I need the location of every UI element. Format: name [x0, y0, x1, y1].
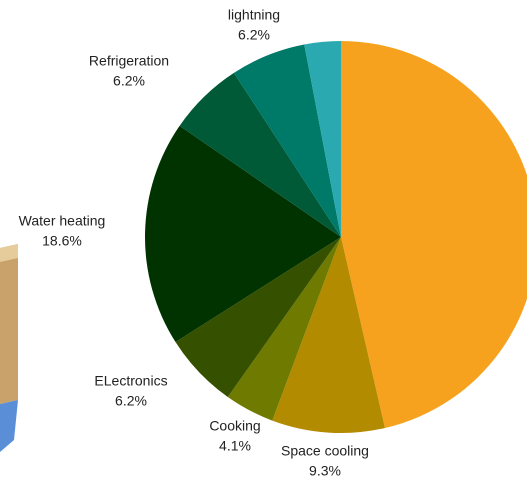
beige-block: [0, 244, 18, 404]
slice-label: Cooking: [209, 418, 260, 434]
side-decoration: [0, 244, 18, 452]
beige-top: [0, 244, 18, 262]
slice-value: 4.1%: [219, 438, 251, 454]
slice-value: 18.6%: [42, 233, 82, 249]
pie-slice: [145, 125, 341, 343]
pie-slice: [341, 41, 527, 429]
blue-block: [0, 400, 18, 452]
pie-slice: [179, 72, 341, 237]
pie-slice: [233, 44, 341, 238]
pie-slice: [175, 237, 341, 398]
slice-label: Water heating: [19, 213, 106, 229]
slice-label: Refrigeration: [89, 53, 169, 69]
pie-slice: [272, 237, 385, 433]
slice-value: 6.2%: [113, 73, 145, 89]
pie-slice: [304, 41, 341, 237]
slice-label: ELectronics: [94, 373, 167, 389]
slice-value: 6.2%: [238, 27, 270, 43]
slice-value: 9.3%: [309, 463, 341, 479]
slice-value: 6.2%: [115, 393, 147, 409]
pie-slice: [227, 237, 341, 421]
slice-label: lightning: [228, 7, 280, 23]
slice-label: Space cooling: [281, 443, 369, 459]
